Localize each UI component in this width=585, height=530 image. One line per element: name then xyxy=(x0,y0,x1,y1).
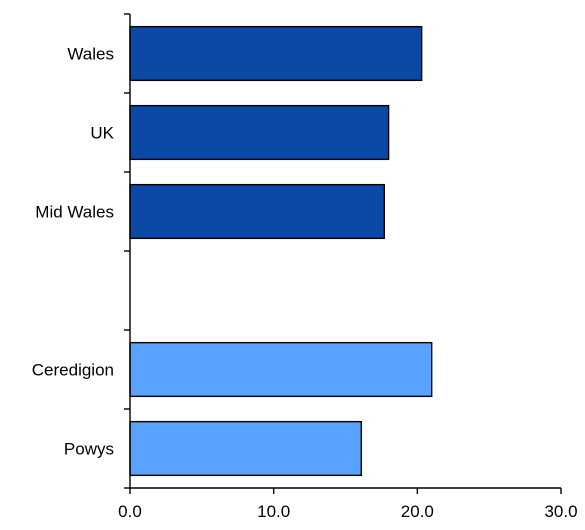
category-label: UK xyxy=(90,124,114,143)
bar-ceredigion xyxy=(129,341,433,398)
bar-uk xyxy=(129,104,390,161)
axes-group xyxy=(124,13,562,494)
category-labels: Wales UK Mid Wales Ceredigion Powys xyxy=(32,45,115,459)
bar-wales xyxy=(129,25,423,82)
x-tick-label: 30.0 xyxy=(544,502,577,521)
x-tick-label: 0.0 xyxy=(118,502,142,521)
bar-powys xyxy=(129,420,363,477)
bar-mid-wales xyxy=(129,183,385,240)
x-tick-labels: 0.0 10.0 20.0 30.0 xyxy=(118,502,577,521)
category-label: Ceredigion xyxy=(32,361,114,380)
category-label: Wales xyxy=(67,45,114,64)
category-label: Mid Wales xyxy=(35,203,114,222)
x-tick-label: 20.0 xyxy=(401,502,434,521)
category-label: Powys xyxy=(64,440,114,459)
x-tick-label: 10.0 xyxy=(257,502,290,521)
bars-group xyxy=(129,25,433,477)
